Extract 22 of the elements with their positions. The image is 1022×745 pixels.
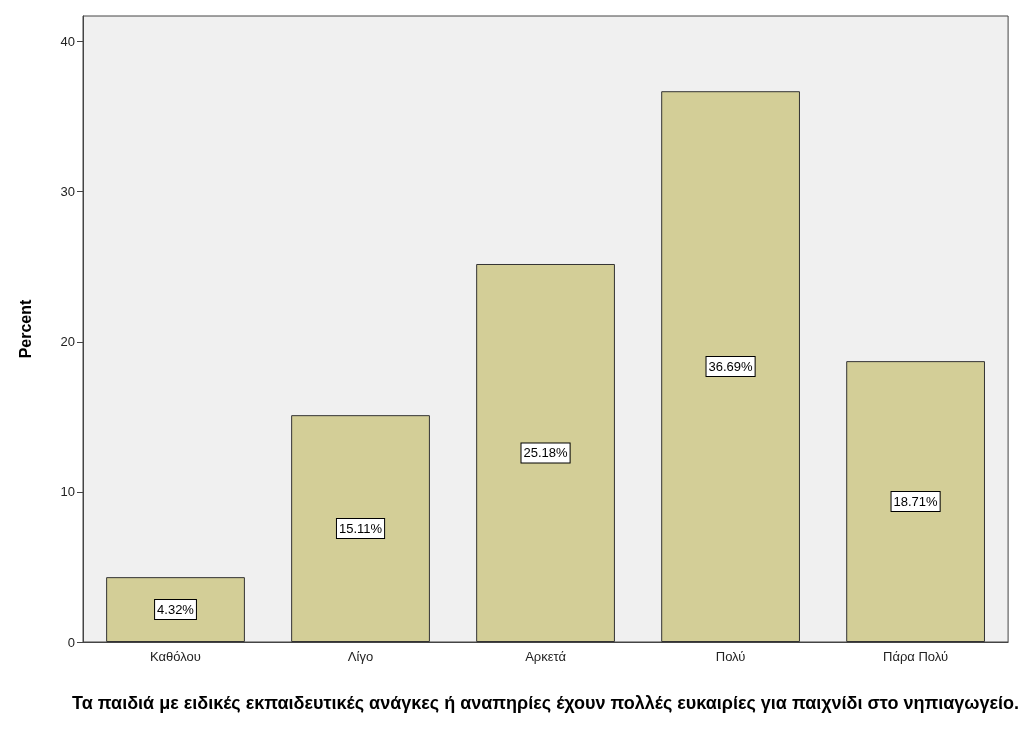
x-tick-label: Καθόλου xyxy=(150,649,201,664)
y-tick-label: 40 xyxy=(60,34,75,50)
y-tick-label: 0 xyxy=(67,634,75,650)
x-tick-label: Πολύ xyxy=(715,649,746,664)
bar xyxy=(291,415,430,642)
y-tick-label: 30 xyxy=(60,184,75,200)
x-tick-label: Πάρα Πολύ xyxy=(883,649,949,664)
x-tick-label: Λίγο xyxy=(347,649,374,664)
bar xyxy=(476,264,615,642)
data-label: 36.69% xyxy=(708,359,754,375)
x-tick-label: Αρκετά xyxy=(525,649,567,664)
data-label: 25.18% xyxy=(523,445,569,461)
y-axis-title: Percent xyxy=(16,298,34,359)
x-axis-title: Τα παιδιά με ειδικές εκπαιδευτικές ανάγκες ή αναπηρίες έχουν πολλές ευκαιρίες για παιχνίδι στο νηπιαγωγείο. xyxy=(72,692,1019,713)
y-tick-label: 10 xyxy=(60,484,75,500)
y-tick-label: 20 xyxy=(60,334,75,350)
data-label: 4.32% xyxy=(157,602,195,618)
data-label: 18.71% xyxy=(893,494,939,510)
data-label: 15.11% xyxy=(338,521,383,537)
bar xyxy=(846,361,985,642)
bar xyxy=(106,577,245,642)
bar xyxy=(661,91,800,642)
